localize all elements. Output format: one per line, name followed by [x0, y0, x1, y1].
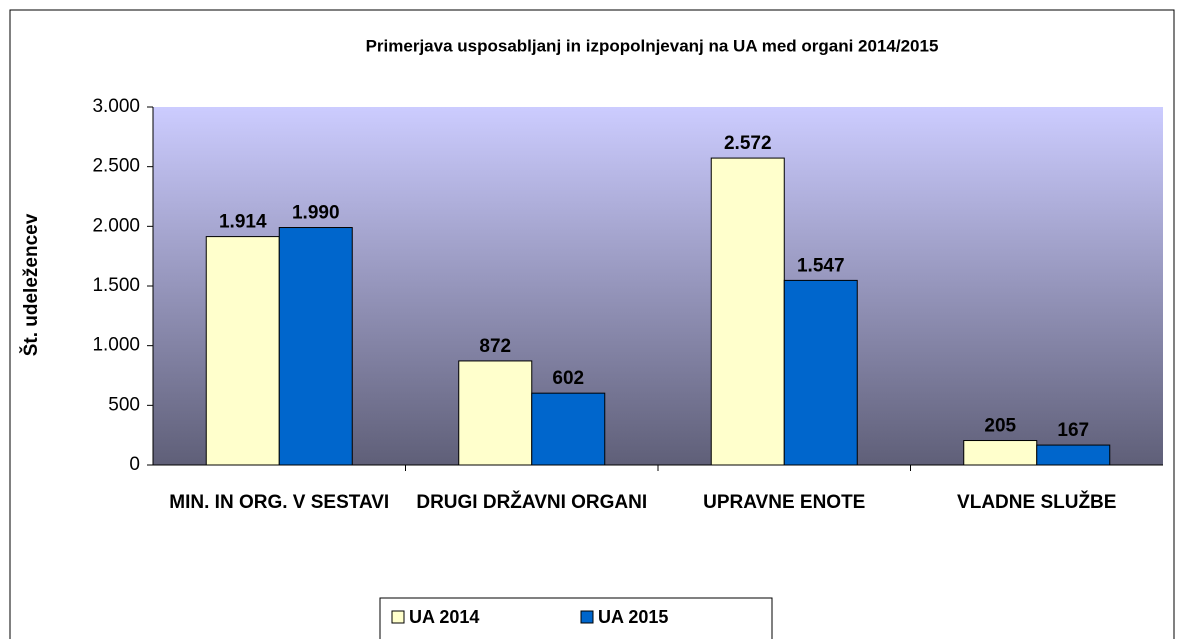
- x-tick-label: MIN. IN ORG. V SESTAVI: [169, 492, 390, 513]
- bar: [458, 360, 533, 466]
- y-tick-label: 500: [108, 394, 140, 415]
- value-label: 1.914: [219, 212, 267, 233]
- value-label: 167: [1057, 420, 1089, 441]
- y-tick-label: 3.000: [92, 96, 140, 117]
- legend-swatch: [580, 610, 594, 624]
- value-label: 872: [479, 336, 511, 357]
- legend-swatch: [391, 610, 405, 624]
- y-tick-label: 0: [129, 454, 140, 475]
- legend-label: UA 2014: [409, 607, 479, 627]
- legend-label: UA 2015: [598, 607, 668, 627]
- bar: [205, 236, 280, 466]
- y-tick-label: 2.000: [92, 215, 140, 236]
- bar: [531, 392, 606, 466]
- value-label: 1.547: [797, 255, 845, 276]
- bar: [710, 157, 785, 466]
- value-label: 602: [552, 368, 584, 389]
- y-tick-label: 1.000: [92, 335, 140, 356]
- value-label: 2.572: [724, 133, 772, 154]
- bar: [783, 279, 858, 466]
- x-tick-label: UPRAVNE ENOTE: [703, 492, 866, 513]
- y-tick-label: 2.500: [92, 156, 140, 177]
- value-label: 205: [984, 416, 1016, 437]
- bar: [963, 440, 1038, 466]
- x-tick-label: DRUGI DRŽAVNI ORGANI: [416, 492, 648, 513]
- bar: [278, 227, 353, 466]
- bar: [1036, 444, 1111, 466]
- value-label: 1.990: [292, 203, 340, 224]
- y-axis-label: Št. udeležencev: [20, 213, 42, 356]
- x-tick-label: VLADNE SLUŽBE: [957, 492, 1117, 513]
- chart-title: Primerjava usposabljanj in izpopolnjevan…: [366, 36, 939, 55]
- y-tick-label: 1.500: [92, 275, 140, 296]
- legend-box: [379, 597, 773, 639]
